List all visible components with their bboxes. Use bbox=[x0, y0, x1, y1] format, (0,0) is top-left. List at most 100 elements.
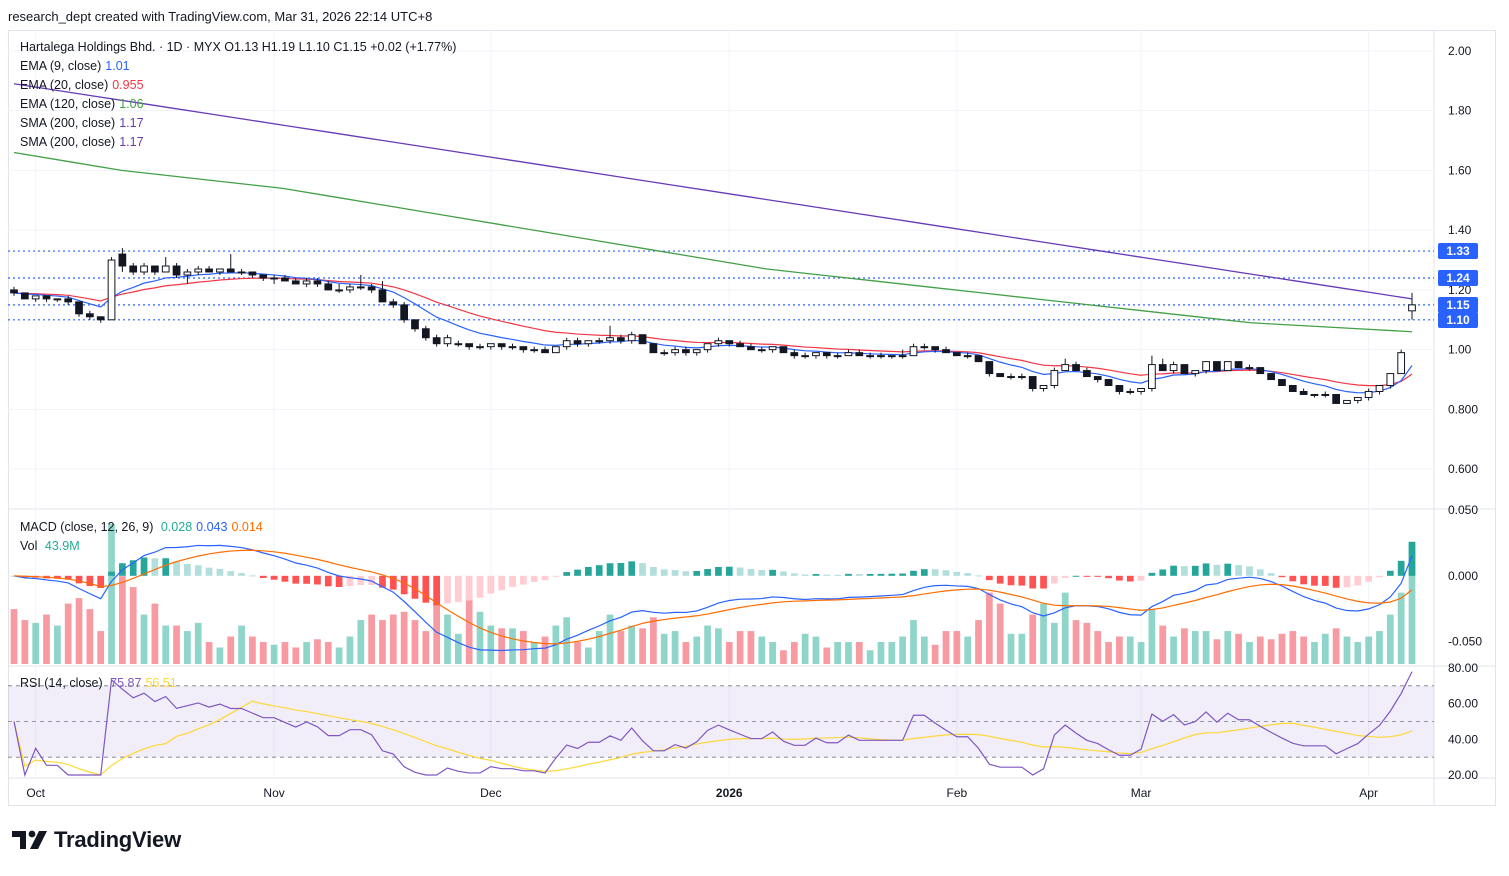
candle-body bbox=[335, 289, 343, 292]
candle-body bbox=[541, 349, 549, 354]
price-tick-label: 2.00 bbox=[1448, 44, 1472, 58]
candle-body bbox=[1148, 364, 1156, 390]
volume-bar bbox=[227, 636, 235, 664]
candle-body bbox=[411, 319, 419, 330]
macd-histogram-bar bbox=[292, 575, 300, 584]
chart-frame bbox=[8, 30, 1496, 806]
candle-body bbox=[1386, 373, 1395, 387]
candle-body bbox=[205, 268, 213, 273]
volume-bar bbox=[140, 614, 148, 664]
macd-histogram-bar bbox=[1083, 575, 1091, 577]
candle-body bbox=[974, 355, 983, 363]
macd-value-2: 0.014 bbox=[231, 520, 263, 534]
macd-line bbox=[13, 544, 1413, 652]
volume-bar bbox=[530, 642, 538, 664]
candle-body bbox=[757, 349, 766, 352]
candle-body bbox=[237, 271, 246, 274]
candle-body bbox=[985, 361, 994, 375]
volume-bar bbox=[693, 636, 701, 664]
macd-histogram-bar bbox=[1365, 575, 1373, 582]
volume-bar bbox=[346, 636, 354, 664]
candle-body bbox=[486, 343, 495, 348]
candle-body bbox=[844, 352, 853, 357]
macd-tick-label: -0.050 bbox=[1448, 635, 1482, 649]
volume-bar bbox=[1213, 639, 1221, 664]
candle-body bbox=[86, 313, 94, 318]
legend-line-2: EMA (120, close) 1.06 bbox=[20, 95, 456, 114]
volume-bar bbox=[920, 636, 928, 664]
candle-body bbox=[952, 352, 961, 357]
candle-body bbox=[324, 283, 333, 291]
volume-bar bbox=[259, 642, 267, 664]
candle-body bbox=[1278, 379, 1286, 387]
volume-bar bbox=[985, 592, 993, 664]
legend-line-value: 1.06 bbox=[119, 97, 144, 111]
volume-bar bbox=[465, 595, 473, 664]
volume-bar bbox=[996, 603, 1004, 664]
macd-histogram-bar bbox=[151, 558, 159, 576]
price-tick-label: 0.800 bbox=[1448, 402, 1478, 416]
time-tick-label: Mar bbox=[1131, 786, 1152, 800]
candle-body bbox=[552, 346, 560, 354]
macd-histogram-bar bbox=[1300, 575, 1307, 585]
candle-body bbox=[1007, 376, 1015, 379]
macd-histogram-bar bbox=[476, 575, 484, 598]
candle-body bbox=[768, 346, 777, 351]
macd-histogram-bar bbox=[1170, 565, 1177, 576]
macd-histogram-bar bbox=[985, 575, 993, 581]
time-tick-label: 2026 bbox=[716, 786, 743, 800]
macd-histogram-bar bbox=[1408, 541, 1416, 576]
macd-histogram-bar bbox=[725, 566, 733, 576]
candle-body bbox=[226, 268, 235, 273]
legend-line-label: EMA (120, close) bbox=[20, 97, 116, 111]
candle-body bbox=[172, 265, 181, 276]
candle-body bbox=[367, 286, 376, 291]
volume-bar bbox=[205, 642, 213, 664]
volume-bar bbox=[1300, 636, 1307, 664]
macd-histogram-bar bbox=[97, 575, 105, 588]
rsi-line bbox=[13, 671, 1413, 778]
sma200-line bbox=[13, 83, 1413, 300]
tradingview-brand[interactable]: TradingView bbox=[12, 827, 181, 853]
volume-bar bbox=[1256, 636, 1264, 664]
rsi-tick-label: 80.00 bbox=[1448, 661, 1478, 675]
legend-indicator-lines: EMA (9, close) 1.01 EMA (20, close) 0.955 EM… bbox=[20, 57, 456, 152]
candle-body bbox=[812, 352, 820, 357]
candle-body bbox=[346, 286, 354, 291]
candle-body bbox=[519, 346, 528, 351]
macd-histogram-bar bbox=[281, 575, 289, 582]
macd-histogram-bar bbox=[660, 569, 668, 576]
ema120-line bbox=[13, 151, 1413, 333]
rsi-ma-line bbox=[13, 700, 1413, 776]
macd-histogram-bar bbox=[1386, 570, 1394, 576]
candle-body bbox=[942, 349, 950, 354]
macd-histogram-bar bbox=[346, 575, 354, 587]
macd-histogram-bar bbox=[910, 570, 917, 576]
macd-histogram-bar bbox=[259, 575, 267, 578]
volume-bar bbox=[64, 603, 72, 664]
macd-histogram-bar bbox=[736, 567, 744, 576]
legend-line-value: 1.17 bbox=[119, 116, 144, 130]
volume-bar bbox=[650, 617, 657, 664]
volume-bar bbox=[86, 609, 94, 664]
volume-bar bbox=[628, 625, 636, 664]
macd-histogram-bar bbox=[552, 575, 560, 577]
price-tick-label: 1.60 bbox=[1448, 163, 1472, 177]
volume-bar bbox=[812, 636, 820, 664]
macd-histogram-bar bbox=[595, 565, 603, 576]
legend-title: Hartalega Holdings Bhd. · 1D · MYX O1.13… bbox=[20, 40, 457, 54]
macd-histogram-bar bbox=[249, 575, 256, 577]
candle-body bbox=[1050, 370, 1059, 387]
vol-value: 43.9M bbox=[44, 539, 80, 553]
volume-bar bbox=[184, 631, 191, 664]
candle-body bbox=[931, 346, 940, 351]
macd-histogram-bar bbox=[1354, 575, 1362, 586]
volume-bar bbox=[877, 642, 885, 664]
candle-body bbox=[400, 304, 408, 321]
macd-histogram-bar bbox=[1235, 565, 1242, 576]
candle-body bbox=[465, 343, 474, 348]
macd-histogram-bar bbox=[617, 562, 625, 576]
legend-line-0: EMA (9, close) 1.01 bbox=[20, 57, 456, 76]
macd-histogram-bar bbox=[1061, 575, 1069, 578]
